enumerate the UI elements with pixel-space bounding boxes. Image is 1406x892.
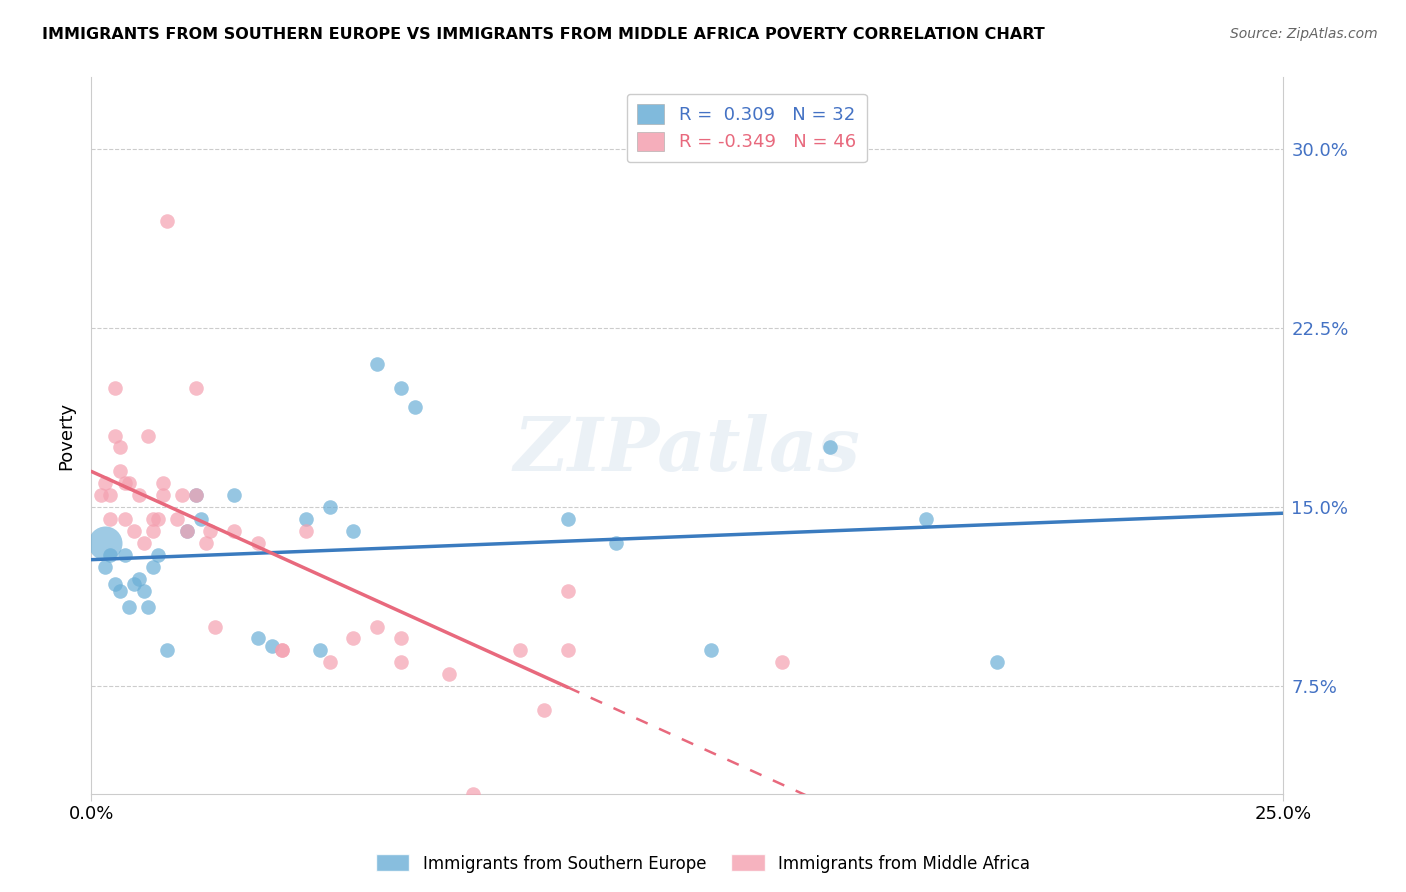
Point [204,619,226,633]
Point [294,524,316,538]
Point [170,488,193,502]
Point [142,560,165,574]
Point [294,512,316,526]
Point [176,524,198,538]
Point [98,512,121,526]
Point [557,583,579,598]
Point [104,381,127,395]
Point [818,441,841,455]
Point [108,464,131,478]
Point [128,572,150,586]
Point [194,536,217,550]
Point [914,512,936,526]
Point [318,656,340,670]
Point [90,488,112,502]
Point [184,488,207,502]
Point [557,512,579,526]
Point [389,632,412,646]
Point [118,476,141,491]
Point [247,536,270,550]
Point [986,656,1008,670]
Point [118,600,141,615]
Point [166,512,188,526]
Y-axis label: Poverty: Poverty [58,401,75,469]
Point [224,524,246,538]
Point [190,512,212,526]
Text: ZIPatlas: ZIPatlas [513,414,860,486]
Point [98,488,121,502]
Point [94,476,117,491]
Point [184,488,207,502]
Point [132,536,155,550]
Point [200,524,222,538]
Point [104,428,127,442]
Point [152,476,174,491]
Point [98,548,121,562]
Point [700,643,723,657]
Point [318,500,340,515]
Point [342,632,364,646]
Point [122,576,145,591]
Point [772,656,794,670]
Point [247,632,270,646]
Text: Source: ZipAtlas.com: Source: ZipAtlas.com [1230,27,1378,41]
Point [461,787,484,801]
Point [389,656,412,670]
Text: IMMIGRANTS FROM SOUTHERN EUROPE VS IMMIGRANTS FROM MIDDLE AFRICA POVERTY CORRELA: IMMIGRANTS FROM SOUTHERN EUROPE VS IMMIG… [42,27,1045,42]
Point [224,488,246,502]
Point [94,560,117,574]
Point [342,524,364,538]
Point [270,643,292,657]
Point [142,512,165,526]
Point [270,643,292,657]
Point [389,381,412,395]
Point [104,576,127,591]
Point [605,536,627,550]
Legend: Immigrants from Southern Europe, Immigrants from Middle Africa: Immigrants from Southern Europe, Immigra… [370,847,1036,880]
Point [122,524,145,538]
Point [509,643,531,657]
Point [142,524,165,538]
Point [152,488,174,502]
Point [557,643,579,657]
Point [404,400,426,414]
Point [156,643,179,657]
Point [176,524,198,538]
Point [108,583,131,598]
Point [366,357,388,371]
Point [146,512,169,526]
Point [437,667,460,681]
Point [108,441,131,455]
Point [114,548,136,562]
Point [128,488,150,502]
Point [114,476,136,491]
Point [138,428,160,442]
Legend: R =  0.309   N = 32, R = -0.349   N = 46: R = 0.309 N = 32, R = -0.349 N = 46 [627,94,868,162]
Point [184,381,207,395]
Point [138,600,160,615]
Point [366,619,388,633]
Point [146,548,169,562]
Point [262,639,284,653]
Point [114,512,136,526]
Point [309,643,332,657]
Point [94,536,117,550]
Point [533,703,555,717]
Point [132,583,155,598]
Point [156,213,179,227]
